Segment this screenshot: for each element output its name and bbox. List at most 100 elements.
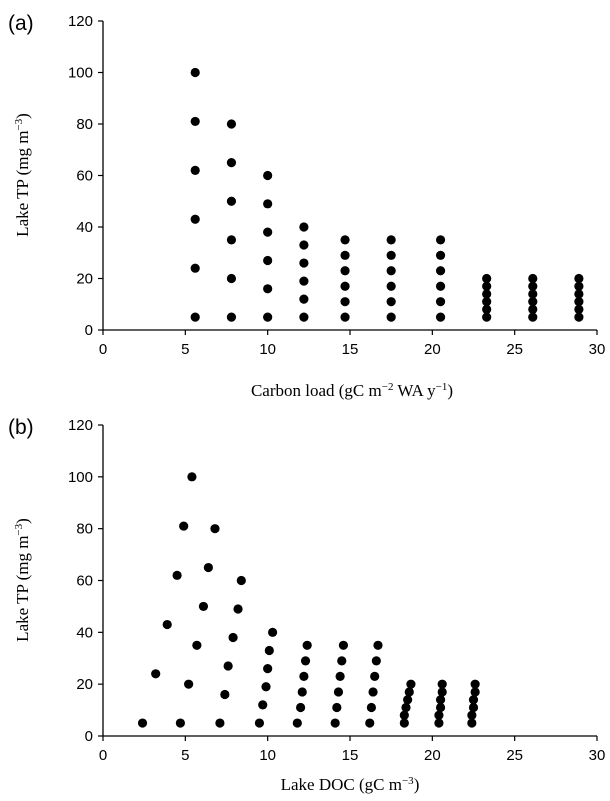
panel-b-data-point — [401, 702, 411, 713]
panel-b-data-point — [435, 702, 446, 713]
panel-b-data-point — [292, 718, 302, 728]
panel-a-data-point — [574, 289, 584, 299]
panel-b-data-point — [366, 702, 377, 713]
panel-b-y-tick-label: 60 — [76, 573, 93, 590]
panel-b-y-axis-title: Lake TP (mg m−3) — [13, 518, 32, 642]
panel-a-x-tick-label: 15 — [342, 341, 359, 358]
panel-a-data-point — [482, 273, 492, 284]
panel-b-data-point — [470, 679, 480, 689]
panel-b-x-tick-label: 25 — [506, 747, 523, 764]
panel-a-data-point — [386, 297, 396, 307]
panel-a-data-point — [574, 312, 584, 322]
panel-b-data-point — [264, 645, 274, 656]
panel-b-data-point — [137, 718, 148, 728]
panel-b-data-point — [215, 718, 225, 728]
panel-a-data-point — [435, 297, 446, 307]
panel-a-y-tick-label: 0 — [85, 322, 93, 339]
panel-b-data-point — [223, 661, 233, 671]
panel-b-x-tick-label: 0 — [99, 747, 107, 764]
panel-b-y-tick-label: 80 — [76, 521, 93, 538]
panel-a-data-point — [263, 312, 273, 322]
panel-b-data-point — [233, 604, 243, 614]
panel-b-data-point — [261, 682, 271, 692]
panel-b-y-axis-title-text: Lake TP (mg m — [13, 536, 32, 642]
panel-a-data-point — [435, 250, 446, 260]
panel-a-data-point — [263, 170, 273, 181]
panel-a-x-tick-label: 0 — [99, 341, 107, 358]
panel-b-data-point — [187, 472, 197, 482]
panel-a-y-tick-label: 120 — [68, 13, 93, 30]
panel-a-x-tick-label: 10 — [259, 341, 276, 358]
panel-b-x-tick-label: 20 — [424, 747, 441, 764]
panel-b-data-point — [434, 710, 444, 720]
panel-b-data-point — [333, 687, 344, 697]
panel-b-data-point — [467, 718, 477, 728]
panel-b-data-point — [162, 619, 172, 630]
panel-a-data-point — [226, 158, 237, 168]
panel-a-y-axis-title-end: ) — [13, 113, 32, 119]
panel-b-label: (b) — [8, 416, 34, 439]
panel-a-data-point — [226, 273, 237, 284]
panel-a-y-axis-title-text: Lake TP (mg m — [13, 131, 32, 237]
panel-a-data-point — [528, 312, 538, 322]
panel-b-data-point — [434, 718, 444, 728]
panel-b-data-point — [406, 679, 416, 689]
panel-a-data-point — [435, 235, 446, 245]
panel-a-data-point — [340, 312, 350, 322]
panel-b-data-point — [254, 718, 265, 728]
panel-b-data-point — [210, 524, 220, 534]
panel-a-x-axis-title-exp1: −2 — [382, 381, 394, 393]
panel-a-data-point — [340, 250, 350, 260]
panel-a-data-point — [263, 255, 273, 266]
panel-a: (a) Lake TP (mg m−3) Carbon load (gC m−2… — [8, 12, 605, 400]
panel-a-data-point — [190, 165, 200, 175]
panel-a-data-point — [528, 304, 538, 314]
panel-a-data-point — [299, 240, 309, 250]
panel-a-data-point — [574, 281, 584, 291]
panel-a-data-point — [435, 312, 446, 322]
panel-a-x-axis-title: Carbon load (gC m−2 WA y−1) — [251, 381, 453, 400]
panel-a-y-tick-label: 40 — [76, 219, 93, 236]
panel-b-y-tick-label: 40 — [76, 624, 93, 641]
panel-b-y-tick-label: 120 — [68, 417, 93, 434]
panel-a-data-point — [574, 297, 584, 307]
panel-a-plot-area: 0 20 40 60 80 100 120 0 5 10 15 20 25 30 — [68, 13, 605, 358]
panel-a-data-point — [190, 312, 200, 322]
panel-a-data-point — [435, 266, 446, 276]
panel-b-data-point — [299, 671, 309, 681]
panel-b-data-point — [300, 656, 311, 666]
panel-b: (b) Lake TP (mg m−3) Lake DOC (gC m−3) 0… — [8, 416, 605, 794]
panel-b-data-point — [437, 687, 447, 697]
panel-a-x-axis-title-mid: WA y — [393, 381, 436, 400]
panel-a-data-point — [340, 266, 350, 276]
panel-b-data-point — [399, 718, 409, 728]
panel-a-data-point — [340, 235, 350, 245]
panel-b-data-point — [337, 656, 347, 666]
panel-a-data-point — [482, 312, 492, 322]
panel-b-data-point — [198, 601, 209, 612]
panel-a-data-point — [574, 304, 584, 314]
panel-b-data-point — [335, 671, 345, 681]
panel-b-data-point — [179, 521, 189, 531]
panel-a-data-point — [340, 281, 350, 291]
panel-b-x-axis-title-end: ) — [414, 775, 420, 794]
panel-a-data-point — [190, 67, 200, 78]
panel-b-x-axis-title-exp: −3 — [402, 775, 414, 787]
panel-a-data-point — [528, 297, 538, 307]
panel-b-data-point — [435, 695, 446, 705]
panel-b-data-point — [467, 710, 477, 720]
panel-a-x-tick-label: 5 — [181, 341, 189, 358]
panel-a-data-point — [435, 281, 446, 291]
panel-a-data-point — [299, 276, 309, 286]
panel-a-data-point — [299, 312, 309, 322]
panel-a-data-point — [386, 235, 396, 245]
panel-b-data-point — [296, 702, 306, 713]
panel-a-data-point — [482, 304, 492, 314]
panel-b-data-point — [468, 702, 479, 713]
panel-a-data-point — [299, 258, 309, 268]
panel-a-data-point — [340, 297, 350, 307]
panel-a-data-point — [299, 294, 309, 304]
panel-b-data-point — [263, 664, 273, 674]
panel-a-data-point — [226, 235, 237, 245]
panel-a-data-point — [226, 312, 237, 322]
